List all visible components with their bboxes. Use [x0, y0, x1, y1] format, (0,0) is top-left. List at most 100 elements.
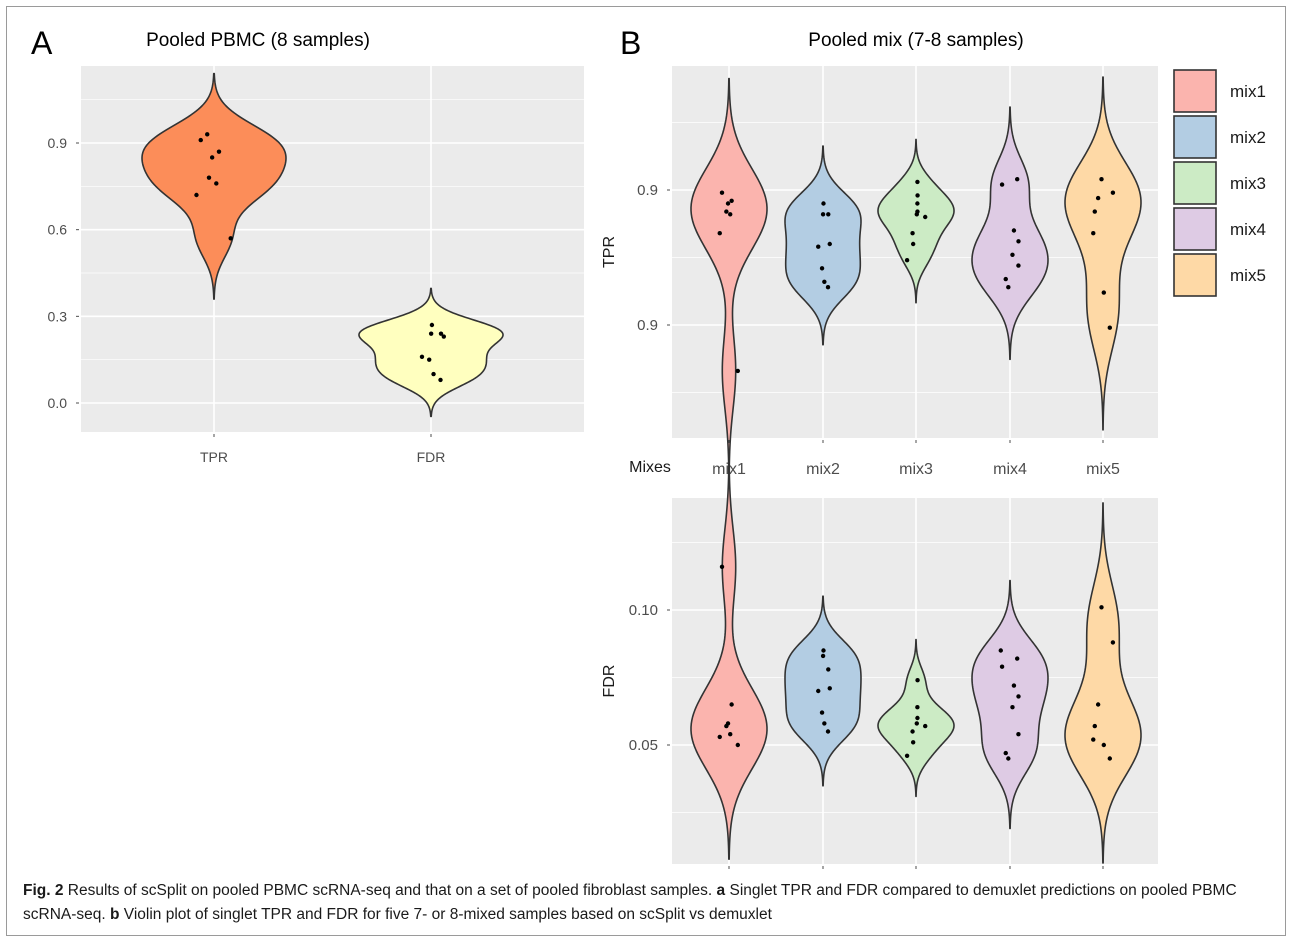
chart-title: Pooled PBMC (8 samples) [146, 30, 370, 51]
data-point [904, 258, 910, 263]
panel-letter: A [31, 25, 53, 61]
data-point [1099, 177, 1104, 182]
data-point [419, 354, 425, 359]
data-point [725, 201, 731, 206]
data-point [1091, 231, 1096, 236]
violin-tpr [141, 72, 287, 300]
legend-label-mix5: mix5 [1230, 266, 1266, 285]
panel-letter: B [620, 25, 641, 61]
data-point [719, 564, 725, 569]
y-tick-label: 0.9 [637, 317, 658, 334]
data-point [205, 132, 210, 137]
data-point [729, 702, 734, 707]
data-point [821, 648, 826, 653]
y-tick-label: 0.6 [48, 222, 68, 238]
data-point [1016, 694, 1021, 699]
x-tick-label: mix2 [806, 461, 840, 478]
caption-text-2: Singlet TPR and FDR compared to demuxlet… [23, 882, 1237, 923]
caption-text-1: Results of scSplit on pooled PBMC scRNA-… [63, 882, 717, 899]
data-point [1095, 195, 1101, 201]
data-point [1011, 228, 1017, 233]
panel-3: 0.05 0.10 FDR [601, 451, 1158, 869]
data-point [1092, 723, 1097, 729]
violin-mix3 [877, 138, 955, 304]
legend-swatch-mix4 [1173, 207, 1217, 251]
data-point [1006, 285, 1011, 290]
data-point [1091, 737, 1096, 742]
data-point [825, 285, 831, 290]
data-point [820, 653, 826, 659]
violin-mix5 [1064, 76, 1142, 431]
data-point [717, 231, 722, 236]
data-point [915, 715, 920, 721]
data-point [1003, 276, 1008, 282]
data-point [1016, 732, 1021, 737]
data-point [214, 181, 219, 186]
data-point [1010, 252, 1015, 257]
legend-label-mix1: mix1 [1230, 82, 1266, 101]
data-point [429, 322, 435, 328]
data-point [198, 137, 203, 143]
data-point [729, 198, 734, 203]
data-point [999, 664, 1005, 669]
data-point [725, 721, 731, 726]
data-point [194, 192, 199, 198]
legend: mix1 mix2 mix3 mix4 mix5 [1173, 69, 1266, 297]
data-point [1107, 325, 1113, 330]
data-point [735, 368, 741, 374]
violin-mix4 [971, 579, 1049, 830]
y-tick-label: 0.9 [637, 182, 658, 199]
y-tick-label: 0.0 [48, 395, 68, 411]
y-tick-label: 0.10 [629, 602, 658, 619]
violin-mix5 [1064, 502, 1142, 864]
data-point [719, 190, 725, 195]
data-point [822, 721, 827, 726]
data-point [1107, 756, 1113, 761]
data-point [1110, 640, 1116, 645]
data-point [827, 686, 832, 691]
data-point [1006, 756, 1011, 761]
legend-label-mix4: mix4 [1230, 220, 1266, 239]
panel-1: 0.0 0.3 0.6 0.9 TPR FDR A Pooled PBMC (8 sample… [31, 25, 584, 465]
data-point [1110, 190, 1116, 195]
data-point [914, 721, 919, 726]
y-tick-label: 0.9 [48, 135, 68, 151]
caption-b-label: b [110, 906, 120, 923]
x-tick-label: mix3 [899, 461, 933, 478]
data-point [735, 742, 741, 748]
data-point [904, 753, 910, 758]
data-point [816, 688, 821, 694]
data-point [1016, 263, 1021, 268]
data-point [915, 201, 920, 206]
data-point [1092, 209, 1097, 214]
data-point [438, 377, 443, 383]
data-point [999, 182, 1005, 187]
data-point [915, 209, 920, 214]
x-tick-label: FDR [417, 449, 446, 465]
data-point [1015, 656, 1020, 661]
data-point [910, 729, 915, 734]
data-point [724, 209, 729, 214]
data-point [1099, 605, 1104, 610]
y-tick-label: 0.3 [48, 308, 68, 324]
data-point [910, 231, 915, 236]
data-point [1015, 177, 1020, 182]
legend-label-mix2: mix2 [1230, 128, 1266, 147]
caption-a-label: a [716, 882, 726, 899]
data-point [728, 212, 733, 217]
x-tick-label: TPR [200, 449, 228, 465]
data-point [216, 149, 222, 154]
plot-background [81, 66, 584, 432]
figure-caption: Fig. 2 Results of scSplit on pooled PBMC… [23, 879, 1278, 927]
data-point [1003, 750, 1008, 756]
figure: 0.0 0.3 0.6 0.9 TPR FDR A Pooled PBMC (8 sample… [6, 6, 1286, 936]
legend-swatch-mix3 [1173, 161, 1217, 205]
data-point [728, 732, 733, 737]
violin-mix2 [784, 145, 862, 346]
data-point [1016, 239, 1021, 244]
y-tick-label: 0.05 [629, 737, 658, 754]
panel-2: 0.90.9mix1mix2mix3mix4mix5TPRMixesBPoole… [601, 25, 1158, 486]
data-point [1101, 742, 1107, 748]
figure-svg: 0.0 0.3 0.6 0.9 TPR FDR A Pooled PBMC (8 sample… [31, 25, 1266, 869]
data-point [827, 241, 832, 247]
